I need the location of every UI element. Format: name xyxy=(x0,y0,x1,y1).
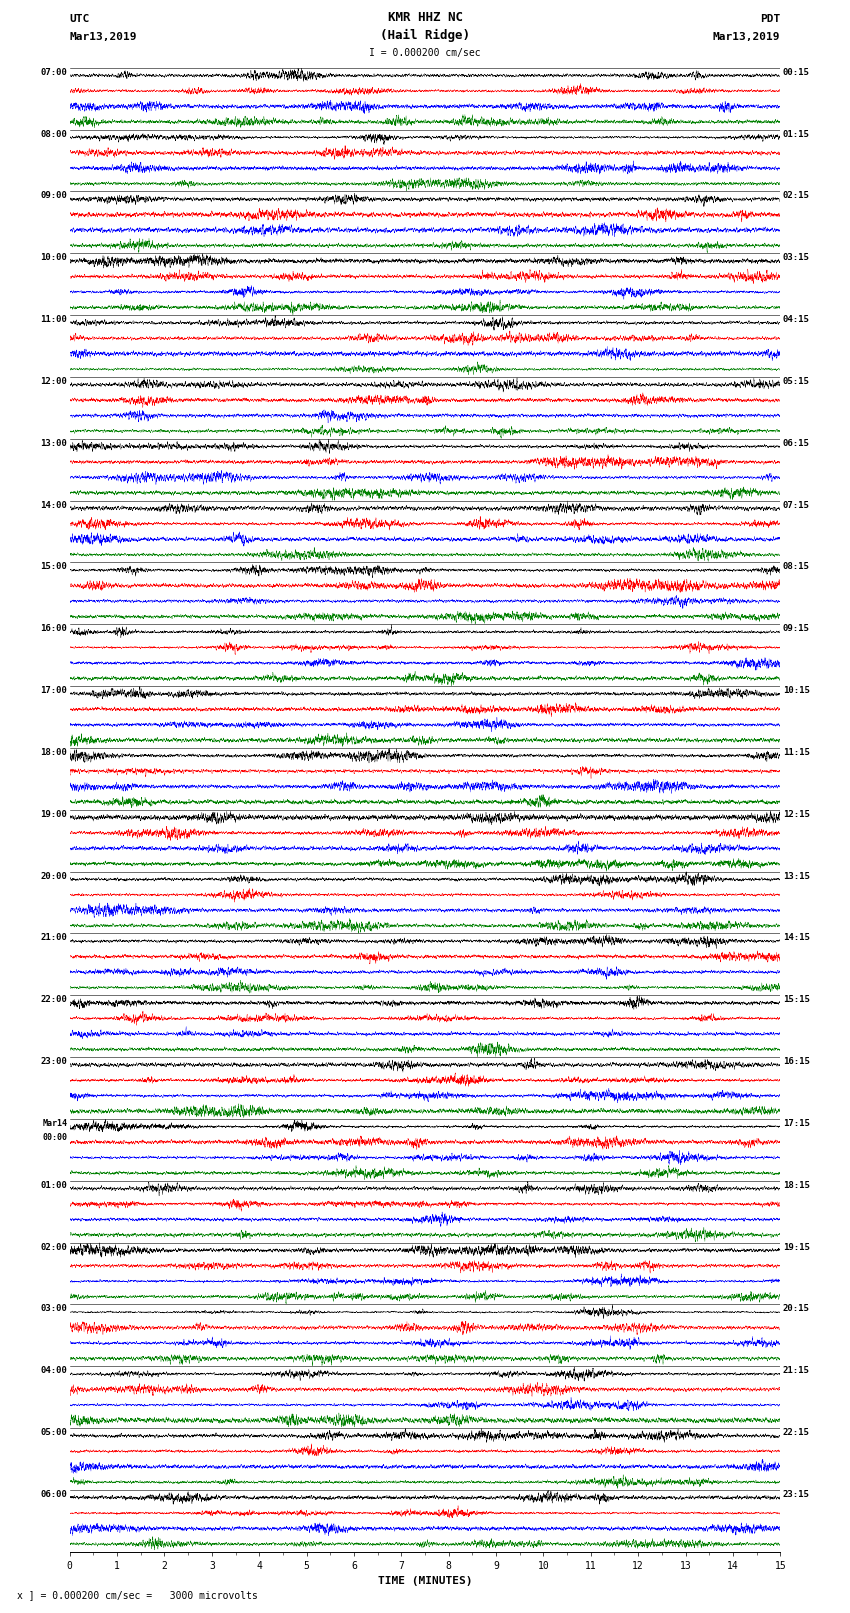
Text: 15:15: 15:15 xyxy=(783,995,810,1005)
Text: 20:00: 20:00 xyxy=(40,871,67,881)
Text: 22:00: 22:00 xyxy=(40,995,67,1005)
Text: 22:15: 22:15 xyxy=(783,1428,810,1437)
Text: 01:00: 01:00 xyxy=(40,1181,67,1190)
Text: 03:15: 03:15 xyxy=(783,253,810,263)
Text: 11:00: 11:00 xyxy=(40,315,67,324)
Text: x ] = 0.000200 cm/sec =   3000 microvolts: x ] = 0.000200 cm/sec = 3000 microvolts xyxy=(17,1590,258,1600)
Text: 06:00: 06:00 xyxy=(40,1490,67,1498)
Text: KMR HHZ NC: KMR HHZ NC xyxy=(388,11,462,24)
Text: 14:00: 14:00 xyxy=(40,500,67,510)
Text: 23:15: 23:15 xyxy=(783,1490,810,1498)
Text: 13:00: 13:00 xyxy=(40,439,67,448)
Text: 02:15: 02:15 xyxy=(783,192,810,200)
Text: Mar14: Mar14 xyxy=(42,1119,67,1127)
Text: 21:00: 21:00 xyxy=(40,934,67,942)
Text: 16:15: 16:15 xyxy=(783,1057,810,1066)
Text: 14:15: 14:15 xyxy=(783,934,810,942)
Text: 06:15: 06:15 xyxy=(783,439,810,448)
Text: 05:15: 05:15 xyxy=(783,377,810,386)
Text: 01:15: 01:15 xyxy=(783,129,810,139)
Text: 16:00: 16:00 xyxy=(40,624,67,634)
Text: 09:00: 09:00 xyxy=(40,192,67,200)
Text: 04:15: 04:15 xyxy=(783,315,810,324)
Text: 11:15: 11:15 xyxy=(783,748,810,756)
Text: 07:15: 07:15 xyxy=(783,500,810,510)
Text: 19:00: 19:00 xyxy=(40,810,67,819)
Text: 18:00: 18:00 xyxy=(40,748,67,756)
Text: 04:00: 04:00 xyxy=(40,1366,67,1376)
X-axis label: TIME (MINUTES): TIME (MINUTES) xyxy=(377,1576,473,1586)
Text: 08:00: 08:00 xyxy=(40,129,67,139)
Text: 12:15: 12:15 xyxy=(783,810,810,819)
Text: 10:15: 10:15 xyxy=(783,686,810,695)
Text: 03:00: 03:00 xyxy=(40,1305,67,1313)
Text: PDT: PDT xyxy=(760,15,780,24)
Text: 21:15: 21:15 xyxy=(783,1366,810,1376)
Text: 00:00: 00:00 xyxy=(42,1134,67,1142)
Text: 10:00: 10:00 xyxy=(40,253,67,263)
Text: 08:15: 08:15 xyxy=(783,563,810,571)
Text: 02:00: 02:00 xyxy=(40,1242,67,1252)
Text: 17:15: 17:15 xyxy=(783,1119,810,1127)
Text: I = 0.000200 cm/sec: I = 0.000200 cm/sec xyxy=(369,48,481,58)
Text: 12:00: 12:00 xyxy=(40,377,67,386)
Text: (Hail Ridge): (Hail Ridge) xyxy=(380,29,470,42)
Text: 18:15: 18:15 xyxy=(783,1181,810,1190)
Text: Mar13,2019: Mar13,2019 xyxy=(70,32,137,42)
Text: 09:15: 09:15 xyxy=(783,624,810,634)
Text: 23:00: 23:00 xyxy=(40,1057,67,1066)
Text: 17:00: 17:00 xyxy=(40,686,67,695)
Text: 07:00: 07:00 xyxy=(40,68,67,77)
Text: 05:00: 05:00 xyxy=(40,1428,67,1437)
Text: 13:15: 13:15 xyxy=(783,871,810,881)
Text: Mar13,2019: Mar13,2019 xyxy=(713,32,780,42)
Text: 19:15: 19:15 xyxy=(783,1242,810,1252)
Text: 20:15: 20:15 xyxy=(783,1305,810,1313)
Text: 15:00: 15:00 xyxy=(40,563,67,571)
Text: 00:15: 00:15 xyxy=(783,68,810,77)
Text: UTC: UTC xyxy=(70,15,90,24)
